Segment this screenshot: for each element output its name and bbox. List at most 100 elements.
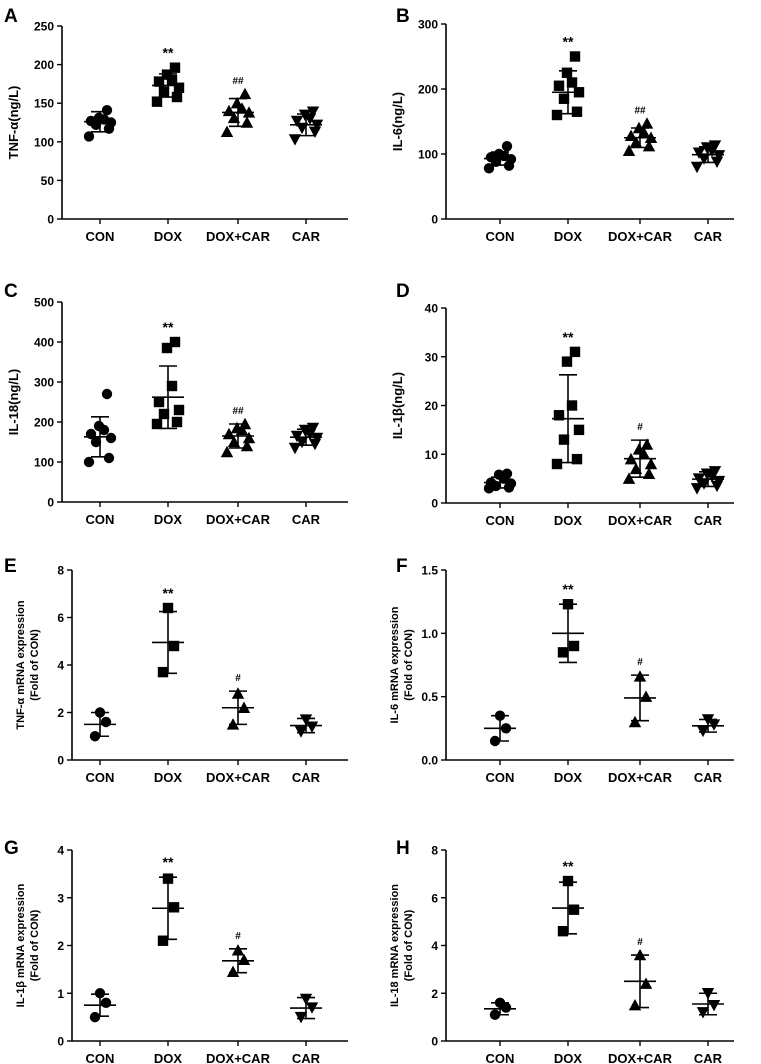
y-tick-label: 200 [34,58,54,72]
significance-label: ** [163,585,174,601]
y-tick-label: 0 [431,1035,438,1049]
significance-label: ## [634,105,646,116]
data-point [166,74,178,86]
y-tick-label: 0 [47,496,54,510]
panel-label: A [4,6,18,27]
x-tick-label: CON [86,770,115,785]
data-point [93,112,105,124]
x-tick-label: DOX+CAR [206,1051,271,1064]
data-point [568,904,580,915]
data-point [294,1011,308,1024]
y-axis-label: IL-1β mRNA expression [15,883,27,1007]
panel-label: F [396,556,408,577]
significance-label: ** [563,858,574,874]
panel-e: E 0 2 4 6 8 TNF-α mRNA expression (Fold of CON)… [4,556,348,785]
x-tick-label: DOX+CAR [608,229,673,244]
y-axis-label: IL-6 mRNA expression [389,606,401,723]
significance-label: ## [232,406,244,417]
y-tick-label: 4 [431,939,438,953]
significance-label: # [637,937,643,948]
data-point [168,902,180,913]
x-tick-label: CAR [292,512,321,527]
significance-label: ** [563,329,574,345]
data-point [690,483,704,495]
data-point [569,346,581,358]
significance-label: ## [232,76,244,87]
y-tick-label: 6 [57,611,64,625]
y-axis-label: (Fold of CON) [29,629,41,701]
data-point [558,434,570,445]
data-point [553,410,565,421]
data-point [85,428,97,440]
y-tick-label: 1.0 [421,627,438,641]
data-point [485,152,497,163]
y-axis-label: IL-18(ng/L) [6,369,21,435]
data-point [151,418,163,430]
data-point [157,666,169,678]
y-axis-label: TNF-α mRNA expression [15,600,27,729]
panel-label: G [4,838,19,859]
x-tick-label: CAR [694,1051,723,1064]
panel-c: C 0 100 200 300 400 500 IL-18(ng/L) CON DOX ** DOX+… [4,281,348,527]
data-point [305,721,319,733]
x-tick-label: CAR [694,229,723,244]
y-tick-label: 500 [34,296,54,310]
data-point [557,647,569,658]
data-point [151,96,163,107]
panel-b: B 0 100 200 300 IL-6(ng/L) CON DOX ** DOX+CAR ## CA… [390,6,734,244]
y-tick-label: 300 [34,376,54,390]
x-tick-label: DOX [554,229,583,244]
y-tick-label: 2 [431,987,438,1001]
data-point [642,140,656,152]
data-point [557,925,569,937]
y-tick-label: 250 [34,20,54,34]
x-tick-label: CON [486,513,515,528]
data-point [220,125,234,137]
x-tick-label: DOX [154,229,183,244]
data-point [562,875,574,887]
data-point [227,435,241,448]
x-tick-label: DOX+CAR [206,512,271,527]
x-tick-label: CON [486,229,515,244]
panel-label: B [396,6,410,27]
y-tick-label: 0.5 [421,690,438,704]
x-tick-label: DOX [554,1051,583,1064]
data-point [566,400,578,411]
data-point [173,404,185,416]
y-axis-label: (Fold of CON) [29,909,41,981]
data-point [100,997,112,1008]
data-point [696,1007,710,1019]
significance-label: ** [563,581,574,597]
data-point [105,432,117,444]
x-tick-label: CON [486,1051,515,1064]
y-tick-label: 0 [431,497,438,511]
data-point [227,111,241,124]
y-tick-label: 10 [425,448,439,462]
significance-label: ** [163,45,174,61]
data-point [153,396,165,408]
significance-label: # [637,422,643,433]
data-point [226,965,240,977]
data-point [571,106,583,117]
data-point [561,356,573,367]
y-tick-label: 300 [418,18,438,32]
y-tick-label: 8 [57,564,64,578]
data-point [568,640,580,652]
x-tick-label: CON [86,1051,115,1064]
y-tick-label: 0.0 [421,754,438,768]
data-point [158,86,170,97]
panel-label: C [4,281,18,302]
data-point [173,82,185,93]
data-point [573,424,585,436]
y-tick-label: 100 [418,148,438,162]
data-point [553,80,565,91]
y-axis-label: IL-18 mRNA expression [389,884,401,1007]
data-point [700,142,714,154]
data-point [295,436,309,449]
data-point [288,134,302,146]
panel-label: H [396,838,410,859]
significance-label: # [637,657,643,668]
x-tick-label: DOX [154,770,183,785]
data-point [220,445,234,458]
data-point [238,87,252,100]
